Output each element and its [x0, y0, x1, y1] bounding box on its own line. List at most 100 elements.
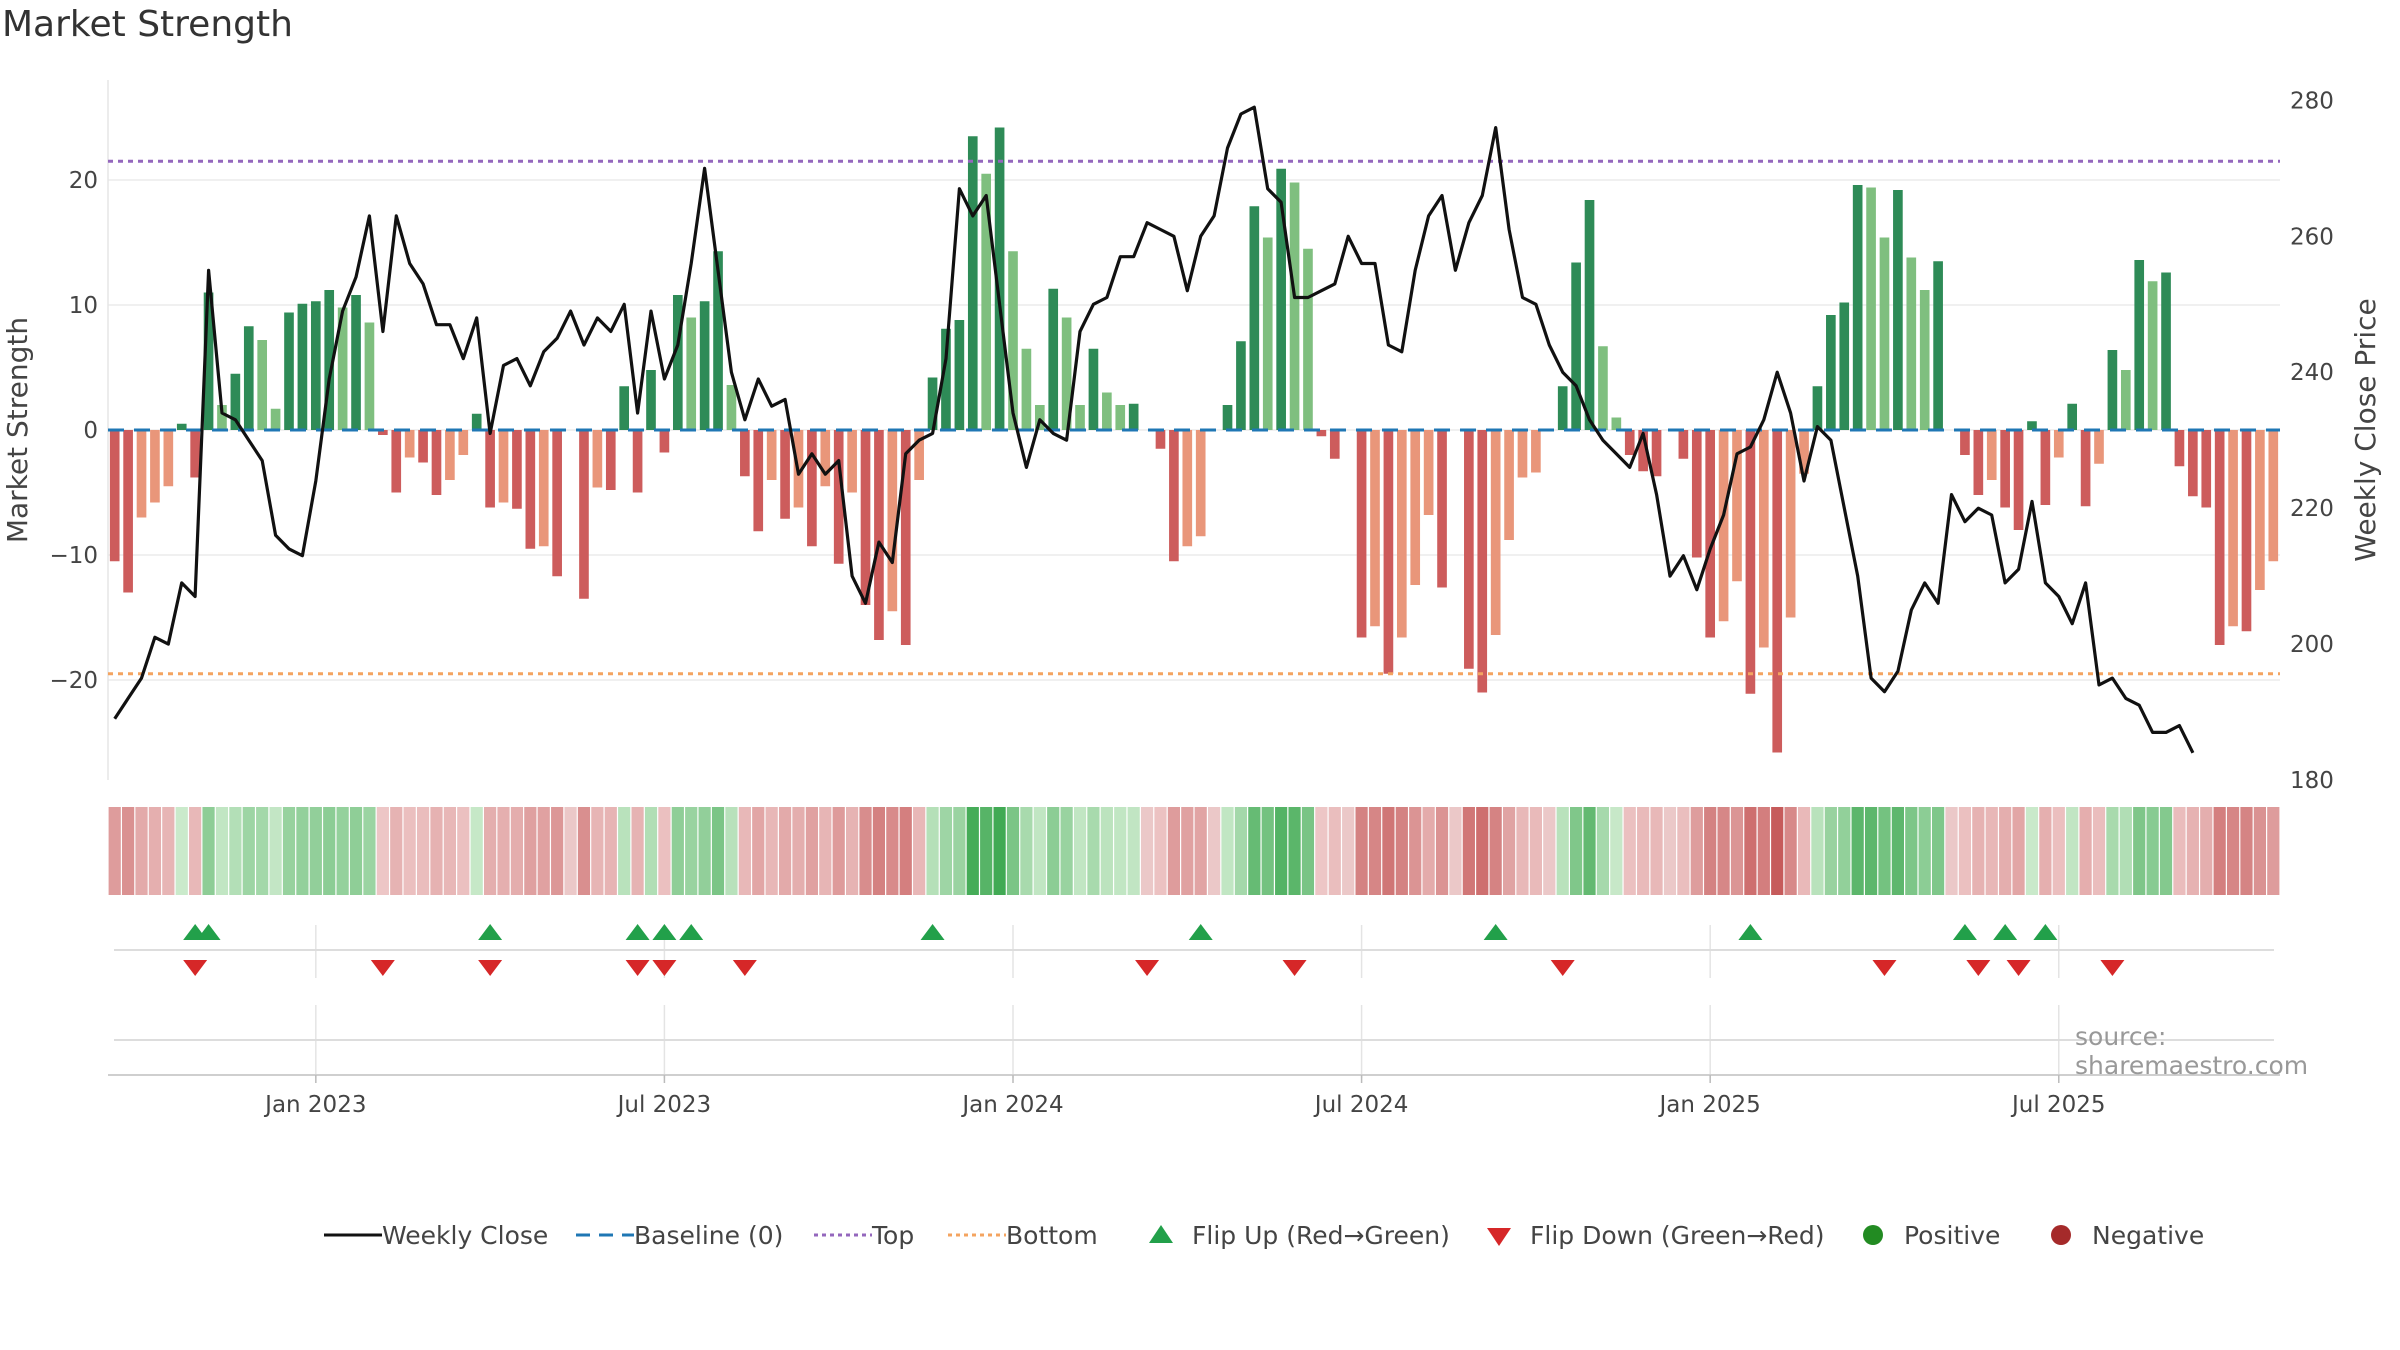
- strength-bar: [1678, 430, 1689, 459]
- heat-cell: [1958, 807, 1972, 895]
- heat-cell: [1489, 807, 1502, 895]
- heat-cell: [899, 807, 912, 895]
- heat-cell: [859, 807, 872, 895]
- heat-cell: [1422, 807, 1435, 895]
- heat-cell: [1824, 807, 1837, 895]
- strength-bar: [1356, 430, 1367, 638]
- heat-cell: [1462, 807, 1475, 895]
- heat-cell: [296, 807, 309, 895]
- heat-cell: [189, 807, 202, 895]
- strength-bar: [686, 317, 697, 430]
- strength-bar: [1437, 430, 1447, 588]
- strength-bar: [1464, 430, 1474, 669]
- heat-cell: [470, 807, 483, 895]
- heat-cell: [2173, 807, 2186, 895]
- heat-cell: [175, 807, 188, 895]
- strength-bar: [1034, 405, 1045, 430]
- x-tick-label: Jul 2025: [2010, 1092, 2106, 1118]
- flip-up-marker: [2033, 924, 2058, 940]
- heat-cell: [309, 807, 322, 895]
- heat-cell: [1100, 807, 1113, 895]
- heat-cell: [1368, 807, 1382, 895]
- heat-cell: [591, 807, 604, 895]
- strength-bar: [1772, 430, 1783, 753]
- heat-cell: [336, 807, 349, 895]
- strength-bar: [1128, 403, 1139, 430]
- heat-cell: [1409, 807, 1422, 895]
- heat-cell: [2119, 807, 2132, 895]
- heat-cell: [725, 807, 738, 895]
- strength-bar: [847, 430, 857, 493]
- heat-cell: [1650, 807, 1663, 895]
- x-tick-label: Jan 2023: [263, 1092, 366, 1118]
- heat-cell: [1811, 807, 1824, 895]
- strength-bar: [1799, 430, 1809, 474]
- strength-bar: [860, 430, 871, 605]
- strength-bar: [1705, 430, 1716, 638]
- strength-bar: [1973, 430, 1984, 495]
- y-tick-label: 20: [69, 168, 98, 194]
- strength-heat-strip: [108, 807, 2280, 895]
- heat-cell: [1502, 807, 1516, 895]
- heat-cell: [1315, 807, 1328, 895]
- strength-bar: [270, 408, 281, 430]
- strength-bar: [1410, 430, 1421, 585]
- strength-bar: [2201, 430, 2212, 508]
- heat-cell: [2092, 807, 2106, 895]
- strength-bar: [1758, 430, 1769, 648]
- axes: Market Strength Weekly Close Price −20 −1…: [1, 88, 2382, 794]
- strength-bar: [1732, 430, 1742, 582]
- heat-cell: [1744, 807, 1757, 895]
- strength-bar: [900, 430, 911, 645]
- strength-bar: [431, 430, 442, 495]
- strength-bar: [1960, 430, 1970, 455]
- heat-cell: [685, 807, 698, 895]
- heat-cell: [108, 807, 121, 895]
- strength-bar: [284, 312, 294, 430]
- heat-cell: [497, 807, 510, 895]
- heat-cell: [1704, 807, 1717, 895]
- strength-bar: [1584, 200, 1595, 430]
- strength-bar: [1624, 430, 1635, 455]
- flip-up-marker: [1483, 924, 1508, 940]
- heat-cell: [1020, 807, 1033, 895]
- heat-cell: [1516, 807, 1529, 895]
- heat-cell: [269, 807, 282, 895]
- strength-bar: [2094, 430, 2104, 464]
- legend-flip-up: Flip Up (Red→Green): [1130, 1215, 1450, 1255]
- flip-up-marker: [679, 924, 704, 940]
- heat-cell: [1985, 807, 1998, 895]
- heat-cell: [1972, 807, 1985, 895]
- strength-bar: [2188, 430, 2198, 497]
- heat-cell: [1154, 807, 1167, 895]
- heat-cell: [215, 807, 229, 895]
- legend-negative-label: Negative: [2092, 1220, 2205, 1250]
- strength-bar: [230, 373, 241, 430]
- heat-cell: [1275, 807, 1288, 895]
- x-axis-ticks: Jan 2023 Jul 2023 Jan 2024 Jul 2024 Jan 2025…: [263, 1075, 2106, 1118]
- heat-cell: [122, 807, 135, 895]
- strength-bar: [874, 430, 884, 640]
- strength-bar: [967, 136, 978, 430]
- strength-bar: [632, 430, 643, 493]
- strength-bar: [552, 430, 562, 577]
- strength-bar: [1088, 348, 1099, 430]
- y2-tick-label: 260: [2290, 224, 2334, 250]
- heat-cell: [376, 807, 389, 895]
- strength-bar: [485, 430, 495, 508]
- flip-up-marker: [625, 924, 650, 940]
- heat-cell: [738, 807, 751, 895]
- strength-bar: [1169, 430, 1179, 562]
- heat-cell: [2253, 807, 2266, 895]
- legend-baseline: Baseline (0): [572, 1215, 783, 1255]
- legend-flip-up-label: Flip Up (Red→Green): [1192, 1220, 1450, 1250]
- heat-cell: [282, 807, 296, 895]
- heat-cell: [1918, 807, 1931, 895]
- strength-bar: [1048, 288, 1059, 430]
- strength-bar: [538, 430, 549, 547]
- heat-cell: [993, 807, 1006, 895]
- heat-cell: [2106, 807, 2119, 895]
- heat-cell: [1690, 807, 1703, 895]
- heat-cell: [1797, 807, 1811, 895]
- heat-cell: [1288, 807, 1301, 895]
